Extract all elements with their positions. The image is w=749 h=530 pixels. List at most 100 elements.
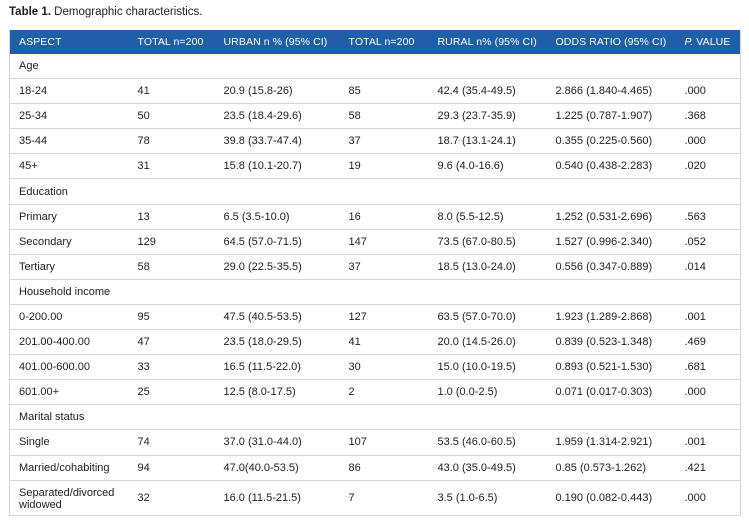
table-row: Secondary 129 64.5 (57.0-71.5) 147 73.5 (67.…	[9, 229, 741, 255]
cell-rural-percent: 73.5 (67.0-80.5)	[428, 229, 547, 255]
cell-urban-percent: 47.5 (40.5-53.5)	[214, 304, 340, 331]
cell-total-urban: 25	[128, 379, 215, 406]
cell-total-rural: 19	[339, 153, 429, 180]
cell-aspect: 18-24	[9, 78, 129, 105]
cell-aspect: 201.00-400.00	[9, 329, 129, 356]
section-row-education: Education	[9, 178, 741, 205]
cell-rural-percent: 43.0 (35.0-49.5)	[428, 455, 547, 481]
cell-total-urban: 58	[128, 254, 215, 280]
table-row: Single 74 37.0 (31.0-44.0) 107 53.5 (46.0-60…	[9, 429, 741, 456]
cell-p-value: .020	[675, 153, 741, 180]
cell-aspect: 45+	[9, 153, 129, 180]
header-urban: URBAN n % (95% CI)	[223, 36, 328, 48]
section-label: Education	[9, 178, 741, 205]
header-aspect: ASPECT	[19, 36, 62, 48]
cell-total-urban: 95	[128, 304, 215, 331]
cell-p-value: .014	[675, 254, 741, 280]
cell-total-rural: 127	[339, 304, 429, 331]
cell-total-urban: 74	[128, 429, 215, 456]
cell-aspect: 401.00-600.00	[9, 354, 129, 381]
table-row: 601.00+ 25 12.5 (8.0-17.5) 2 1.0 (0.0-2.5) 0.…	[9, 379, 741, 406]
cell-rural-percent: 1.0 (0.0-2.5)	[428, 379, 547, 406]
table-row: Primary 13 6.5 (3.5-10.0) 16 8.0 (5.5-12.5) 1…	[9, 204, 741, 230]
header-rural: RURAL n% (95% CI)	[437, 36, 537, 48]
cell-rural-percent: 3.5 (1.0-6.5)	[428, 480, 547, 516]
section-row-income: Household income	[9, 279, 741, 305]
cell-total-urban: 41	[128, 78, 215, 105]
cell-p-value: .368	[675, 103, 741, 130]
table-row: 201.00-400.00 47 23.5 (18.0-29.5) 41 20.0 (1…	[9, 329, 741, 356]
cell-p-value: .000	[675, 480, 741, 516]
cell-total-rural: 37	[339, 254, 429, 280]
table-row: 401.00-600.00 33 16.5 (11.5-22.0) 30 15.0 (1…	[9, 354, 741, 381]
cell-urban-percent: 29.0 (22.5-35.5)	[214, 254, 340, 280]
table-caption-text: Demographic characteristics.	[54, 6, 203, 18]
cell-rural-percent: 42.4 (35.4-49.5)	[428, 78, 547, 105]
cell-total-rural: 86	[339, 455, 429, 481]
header-odds-ratio: ODDS RATIO (95% CI)	[555, 36, 667, 48]
cell-total-rural: 41	[339, 329, 429, 356]
header-row: ASPECT TOTAL n=200 URBAN n % (95% CI) TO…	[9, 30, 741, 54]
cell-odds-ratio: 1.527 (0.996-2.340)	[546, 229, 676, 255]
cell-odds-ratio: 0.556 (0.347-0.889)	[546, 254, 676, 280]
cell-urban-percent: 6.5 (3.5-10.0)	[214, 204, 340, 230]
cell-rural-percent: 29.3 (23.7-35.9)	[428, 103, 547, 130]
table-row: Married/cohabiting 94 47.0(40.0-53.5) 86 43.…	[9, 455, 741, 481]
cell-odds-ratio: 1.225 (0.787-1.907)	[546, 103, 676, 130]
cell-aspect: 35-44	[9, 128, 129, 155]
cell-aspect: Single	[9, 429, 129, 456]
demographics-table: ASPECT TOTAL n=200 URBAN n % (95% CI) TO…	[9, 30, 741, 516]
cell-total-rural: 37	[339, 128, 429, 155]
cell-p-value: .001	[675, 429, 741, 456]
cell-rural-percent: 9.6 (4.0-16.6)	[428, 153, 547, 180]
cell-total-rural: 2	[339, 379, 429, 406]
cell-rural-percent: 15.0 (10.0-19.5)	[428, 354, 547, 381]
table-row: 0-200.00 95 47.5 (40.5-53.5) 127 63.5 (57.0-…	[9, 304, 741, 331]
cell-urban-percent: 16.0 (11.5-21.5)	[214, 480, 340, 516]
cell-total-rural: 107	[339, 429, 429, 456]
cell-odds-ratio: 2.866 (1.840-4.465)	[546, 78, 676, 105]
section-label: Household income	[9, 279, 741, 305]
cell-odds-ratio: 1.923 (1.289-2.868)	[546, 304, 676, 331]
cell-total-rural: 16	[339, 204, 429, 230]
cell-total-urban: 31	[128, 153, 215, 180]
cell-urban-percent: 37.0 (31.0-44.0)	[214, 429, 340, 456]
cell-rural-percent: 63.5 (57.0-70.0)	[428, 304, 547, 331]
cell-urban-percent: 15.8 (10.1-20.7)	[214, 153, 340, 180]
cell-urban-percent: 23.5 (18.4-29.6)	[214, 103, 340, 130]
cell-odds-ratio: 0.540 (0.438-2.283)	[546, 153, 676, 180]
header-p-value: P. VALUE	[676, 30, 741, 54]
cell-odds-ratio: 1.959 (1.314-2.921)	[546, 429, 676, 456]
header-total-rural: TOTAL n=200	[348, 36, 415, 48]
cell-p-value: .000	[675, 379, 741, 406]
cell-total-urban: 50	[128, 103, 215, 130]
cell-total-rural: 85	[339, 78, 429, 105]
cell-total-rural: 30	[339, 354, 429, 381]
cell-rural-percent: 18.5 (13.0-24.0)	[428, 254, 547, 280]
cell-odds-ratio: 1.252 (0.531-2.696)	[546, 204, 676, 230]
cell-odds-ratio: 0.071 (0.017-0.303)	[546, 379, 676, 406]
table-row: Separated/divorced widowed 32 16.0 (11.5-2…	[9, 480, 741, 516]
cell-aspect: 0-200.00	[9, 304, 129, 331]
cell-urban-percent: 64.5 (57.0-71.5)	[214, 229, 340, 255]
cell-rural-percent: 53.5 (46.0-60.5)	[428, 429, 547, 456]
cell-total-rural: 7	[339, 480, 429, 516]
cell-aspect: Separated/divorced widowed	[9, 480, 129, 516]
table-row: 25-34 50 23.5 (18.4-29.6) 58 29.3 (23.7-35.9…	[9, 103, 741, 130]
table-row: 35-44 78 39.8 (33.7-47.4) 37 18.7 (13.1-24.1…	[9, 128, 741, 155]
cell-p-value: .001	[675, 304, 741, 331]
table-body: Age 18-24 41 20.9 (15.8-26) 85 42.4 (35.4-49…	[9, 54, 741, 516]
cell-odds-ratio: 0.355 (0.225-0.560)	[546, 128, 676, 155]
cell-total-urban: 94	[128, 455, 215, 481]
cell-odds-ratio: 0.190 (0.082-0.443)	[546, 480, 676, 516]
table-caption-label: Table 1.	[9, 6, 51, 18]
cell-p-value: .421	[675, 455, 741, 481]
table-caption: Table 1. Demographic characteristics.	[9, 6, 202, 18]
cell-p-value: .469	[675, 329, 741, 356]
cell-aspect: 601.00+	[9, 379, 129, 406]
cell-total-urban: 78	[128, 128, 215, 155]
cell-rural-percent: 18.7 (13.1-24.1)	[428, 128, 547, 155]
cell-rural-percent: 20.0 (14.5-26.0)	[428, 329, 547, 356]
cell-total-urban: 13	[128, 204, 215, 230]
cell-p-value: .000	[675, 78, 741, 105]
